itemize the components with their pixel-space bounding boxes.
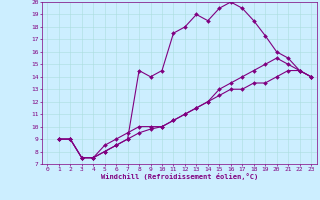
X-axis label: Windchill (Refroidissement éolien,°C): Windchill (Refroidissement éolien,°C) (100, 173, 258, 180)
